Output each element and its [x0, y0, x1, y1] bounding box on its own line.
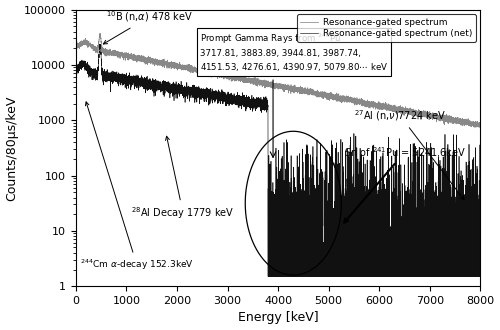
Line: Resonance-gated spectrum (net): Resonance-gated spectrum (net) — [76, 44, 480, 277]
Resonance-gated spectrum (net) — [320, 275, 326, 279]
Resonance-gated spectrum — [320, 91, 326, 95]
Resonance-gated spectrum — [97, 32, 103, 36]
Resonance-gated spectrum — [326, 95, 332, 99]
Text: $^{27}$Al (n,$\nu$)7724 keV: $^{27}$Al (n,$\nu$)7724 keV — [354, 108, 464, 200]
Resonance-gated spectrum — [392, 107, 398, 111]
Resonance-gated spectrum (net) — [470, 275, 476, 279]
Resonance-gated spectrum (net) — [97, 42, 103, 46]
Resonance-gated spectrum (net) — [181, 84, 187, 88]
Text: $^{244}$Cm $\alpha$-decay 152.3keV: $^{244}$Cm $\alpha$-decay 152.3keV — [80, 102, 194, 272]
Resonance-gated spectrum (net) — [478, 178, 484, 182]
Legend: Resonance-gated spectrum, Resonance-gated spectrum (net): Resonance-gated spectrum, Resonance-gate… — [296, 14, 476, 42]
Resonance-gated spectrum — [477, 126, 483, 130]
Resonance-gated spectrum (net) — [265, 275, 271, 279]
Resonance-gated spectrum (net) — [73, 65, 79, 69]
Resonance-gated spectrum — [478, 122, 484, 126]
Y-axis label: Counts/80μs/keV: Counts/80μs/keV — [6, 95, 18, 201]
Line: Resonance-gated spectrum: Resonance-gated spectrum — [76, 34, 480, 128]
Text: Sn of $^{241}$Pu = 5241.6keV: Sn of $^{241}$Pu = 5241.6keV — [344, 145, 466, 223]
Text: $^{10}$B (n,$\alpha$) 478 keV: $^{10}$B (n,$\alpha$) 478 keV — [104, 9, 194, 44]
Resonance-gated spectrum (net) — [392, 201, 398, 205]
Resonance-gated spectrum — [181, 64, 187, 68]
Resonance-gated spectrum — [96, 35, 102, 39]
Text: $^{28}$Al Decay 1779 keV: $^{28}$Al Decay 1779 keV — [132, 136, 235, 221]
X-axis label: Energy [keV]: Energy [keV] — [238, 312, 318, 324]
Resonance-gated spectrum (net) — [96, 50, 102, 54]
Text: Prompt Gamma Rays from $^{240}$Pu
3717.81, 3883.89, 3944.81, 3987.74,
4151.53, 4: Prompt Gamma Rays from $^{240}$Pu 3717.8… — [200, 32, 388, 73]
Resonance-gated spectrum — [73, 43, 79, 47]
Resonance-gated spectrum (net) — [326, 275, 332, 279]
Resonance-gated spectrum — [470, 119, 476, 123]
